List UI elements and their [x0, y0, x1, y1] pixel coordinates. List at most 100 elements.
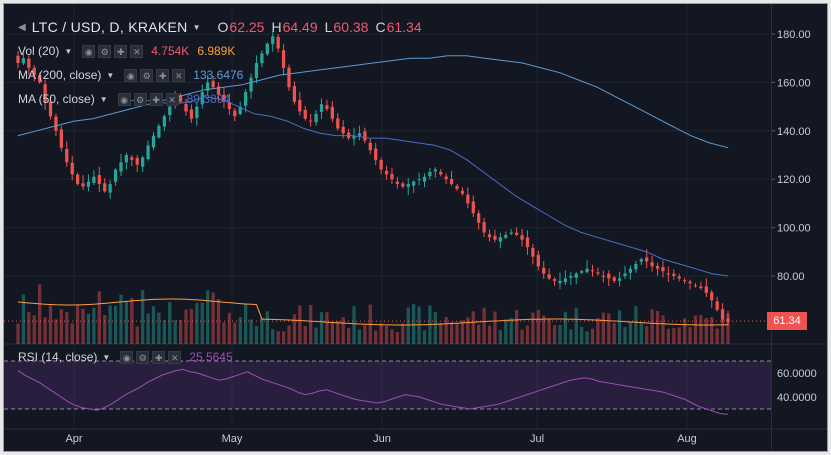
candle-body [634, 263, 638, 270]
volume-bar [168, 302, 172, 344]
candle-body [444, 176, 448, 180]
close-icon[interactable]: ✕ [130, 44, 144, 58]
settings-icon[interactable]: ⚙ [133, 92, 147, 106]
candle-body [59, 129, 63, 148]
volume-bar [113, 305, 118, 344]
rsi-band [4, 361, 771, 409]
candle-body [493, 235, 497, 240]
volume-bar [677, 327, 681, 344]
candle-body [466, 194, 470, 204]
moving-averages [17, 55, 729, 277]
ma200-label[interactable]: MA (200, close) [18, 68, 102, 82]
ma200-line [17, 55, 729, 149]
chevron-down-icon[interactable]: ▼ [99, 94, 108, 104]
volume-bar [552, 325, 557, 344]
volume-bar [97, 291, 101, 344]
candle-body [86, 181, 91, 187]
visibility-icon[interactable]: ◉ [117, 92, 131, 106]
volume-bar [108, 305, 112, 344]
chevron-down-icon[interactable]: ▼ [64, 46, 73, 56]
candle-body [325, 105, 329, 110]
candle-body [54, 116, 58, 131]
volume-bar [103, 315, 107, 344]
symbol-title[interactable]: LTC / USD, D, KRAKEN [31, 19, 188, 35]
volume-bar [81, 308, 85, 344]
candle-body [70, 162, 74, 175]
more-icon[interactable]: ✚ [114, 44, 128, 58]
volume-bar [130, 297, 134, 344]
settings-icon[interactable]: ⚙ [140, 68, 154, 82]
high-value: 64.49 [282, 19, 318, 35]
grid [4, 4, 827, 430]
candle-body [563, 278, 568, 283]
x-tick-label: Jul [530, 433, 544, 445]
collapse-icon[interactable]: ◀ [18, 21, 26, 33]
close-icon[interactable]: ✕ [165, 92, 179, 106]
volume-bar [504, 319, 508, 344]
volume-bar [86, 313, 91, 344]
price-chart[interactable]: 80.00 100.00 120.00 140.00 160.00 180.00 Apr Ma… [4, 4, 828, 452]
close-icon[interactable]: ✕ [172, 68, 186, 82]
candle-body [439, 171, 443, 175]
chevron-down-icon[interactable]: ▼ [192, 22, 201, 32]
volume-bar [509, 318, 513, 344]
volume-bar [558, 325, 562, 344]
volume-bar [574, 307, 578, 344]
volume-bar [655, 310, 660, 344]
volume-bar [146, 313, 150, 344]
visibility-icon[interactable]: ◉ [82, 44, 96, 58]
volume-bar [48, 305, 53, 344]
more-icon[interactable]: ✚ [156, 68, 170, 82]
more-icon[interactable]: ✚ [149, 92, 163, 106]
candle-body [119, 162, 123, 172]
volume-bar [346, 328, 351, 344]
open-label: O [217, 19, 229, 35]
chevron-down-icon[interactable]: ▼ [102, 352, 111, 362]
visibility-icon[interactable]: ◉ [124, 68, 138, 82]
volume-bar [21, 294, 26, 344]
volume-bar [92, 307, 96, 344]
candle-body [135, 158, 139, 165]
settings-icon[interactable]: ⚙ [98, 44, 112, 58]
volume-bar [580, 326, 584, 344]
visibility-icon[interactable]: ◉ [120, 350, 134, 364]
candle-body [482, 222, 486, 233]
volume-bar [287, 325, 291, 344]
candle-body [162, 116, 166, 127]
chevron-down-icon[interactable]: ▼ [106, 70, 115, 80]
settings-icon[interactable]: ⚙ [136, 350, 150, 364]
volume-bar [135, 326, 139, 344]
candle-body [428, 171, 432, 177]
rsi-label[interactable]: RSI (14, close) [18, 350, 98, 364]
volume-bar [477, 324, 481, 344]
candle-body [32, 67, 36, 76]
volume-bar [265, 311, 269, 344]
volume-bar [141, 290, 145, 344]
candle-body [677, 276, 681, 279]
more-icon[interactable]: ✚ [152, 350, 166, 364]
volume-bar [482, 307, 486, 344]
candle-body [97, 175, 101, 185]
volume-bar [460, 320, 465, 344]
volume-bar [211, 292, 215, 344]
close-icon[interactable]: ✕ [168, 350, 182, 364]
candle-body [569, 276, 573, 278]
candle-body [390, 173, 394, 180]
volume-bar [412, 304, 416, 344]
candle-body [249, 77, 253, 92]
candle-body [124, 155, 129, 163]
volume-bar [710, 317, 714, 344]
rsi-line [17, 368, 729, 415]
candles[interactable] [16, 31, 730, 326]
candle-body [216, 86, 221, 95]
x-tick-label: Aug [677, 433, 697, 445]
y-tick-label: 160.00 [777, 77, 811, 89]
ma50-legend: MA (50, close) ▼ ◉ ⚙ ✚ ✕ 89.3894 [18, 90, 230, 108]
vol-label[interactable]: Vol (20) [18, 44, 60, 58]
volume-bar [401, 323, 405, 344]
volume-bar [439, 322, 443, 344]
ma50-label[interactable]: MA (50, close) [18, 92, 95, 106]
open-value: 62.25 [229, 19, 265, 35]
close-value: 61.34 [386, 19, 422, 35]
volume-bar [151, 306, 156, 344]
